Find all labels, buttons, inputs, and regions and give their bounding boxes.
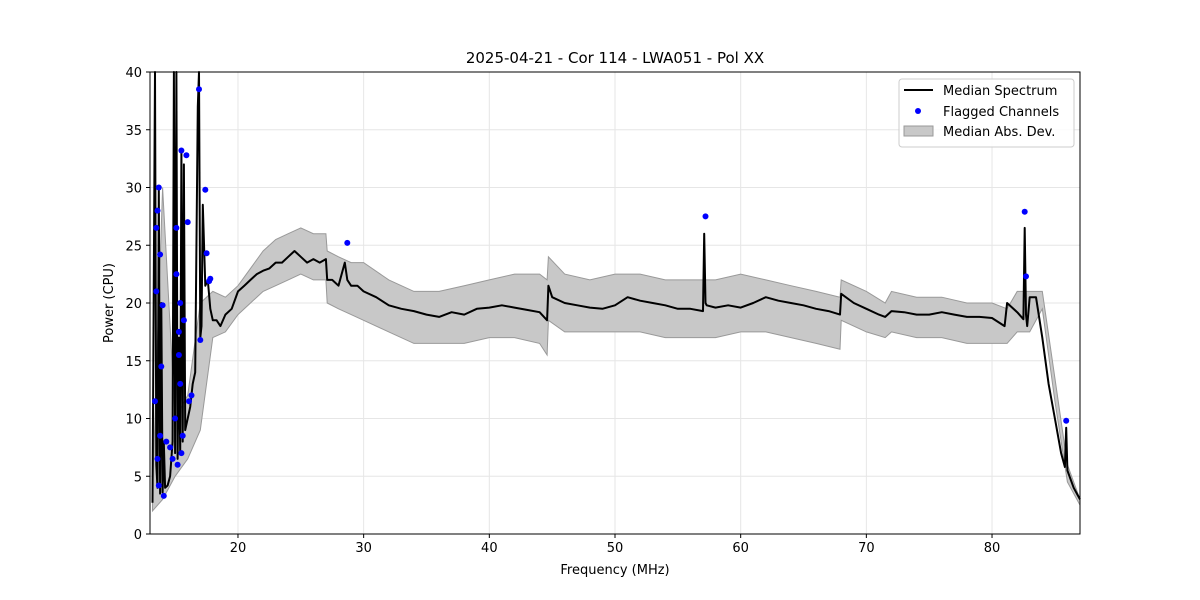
flagged-channel-point xyxy=(196,86,202,92)
flagged-channel-point xyxy=(172,416,178,422)
flagged-channel-point xyxy=(175,462,181,468)
y-tick-label: 40 xyxy=(125,66,142,81)
legend-band-swatch xyxy=(904,126,933,136)
y-tick-label: 5 xyxy=(134,470,142,485)
flagged-channel-point xyxy=(183,152,189,158)
flagged-channel-point xyxy=(185,219,191,225)
flagged-channel-point xyxy=(156,483,162,489)
y-tick-label: 25 xyxy=(125,239,142,254)
flagged-channel-point xyxy=(197,337,203,343)
flagged-channel-point xyxy=(153,288,159,294)
legend-point-swatch xyxy=(915,108,921,114)
flagged-channel-point xyxy=(160,302,166,308)
x-tick-label: 70 xyxy=(858,541,875,556)
legend-label-mad: Median Abs. Dev. xyxy=(943,125,1055,140)
y-axis-label: Power (CPU) xyxy=(102,263,117,343)
x-tick-label: 60 xyxy=(732,541,749,556)
flagged-channel-point xyxy=(177,300,183,306)
flagged-channel-point xyxy=(158,364,164,370)
flagged-channel-point xyxy=(156,185,162,191)
flagged-channel-point xyxy=(176,329,182,335)
flagged-channel-point xyxy=(180,433,186,439)
flagged-channel-point xyxy=(703,213,709,219)
flagged-channel-point xyxy=(1023,273,1029,279)
flagged-channel-point xyxy=(157,433,163,439)
x-tick-label: 80 xyxy=(984,541,1001,556)
flagged-channel-point xyxy=(178,450,184,456)
legend-label-flagged: Flagged Channels xyxy=(943,105,1059,120)
flagged-channel-point xyxy=(176,352,182,358)
flagged-channel-point xyxy=(155,208,161,214)
flagged-channel-point xyxy=(173,271,179,277)
y-tick-label: 10 xyxy=(125,413,142,428)
flagged-channel-point xyxy=(163,439,169,445)
x-tick-label: 40 xyxy=(481,541,498,556)
legend-label-median: Median Spectrum xyxy=(943,84,1057,99)
flagged-channel-point xyxy=(202,187,208,193)
y-tick-label: 35 xyxy=(125,124,142,139)
flagged-channel-point xyxy=(157,252,163,258)
flagged-channel-point xyxy=(155,456,161,462)
flagged-channel-point xyxy=(1063,418,1069,424)
x-tick-label: 20 xyxy=(230,541,247,556)
flagged-channel-point xyxy=(178,148,184,154)
flagged-channel-point xyxy=(161,493,167,499)
flagged-channel-point xyxy=(153,225,159,231)
legend: Median Spectrum Flagged Channels Median … xyxy=(899,79,1074,147)
flagged-channel-point xyxy=(344,240,350,246)
flagged-channel-point xyxy=(207,276,213,282)
y-tick-label: 30 xyxy=(125,182,142,197)
y-tick-label: 20 xyxy=(125,297,142,312)
flagged-channel-point xyxy=(173,225,179,231)
flagged-channel-point xyxy=(167,444,173,450)
flagged-channel-point xyxy=(1022,209,1028,215)
x-tick-label: 50 xyxy=(607,541,624,556)
y-tick-label: 0 xyxy=(134,528,142,543)
y-tick-label: 15 xyxy=(125,355,142,370)
flagged-channel-point xyxy=(181,317,187,323)
flagged-channel-point xyxy=(152,398,158,404)
spectrum-chart: 2025-04-21 - Cor 114 - LWA051 - Pol XX 2… xyxy=(0,0,1200,600)
flagged-channel-point xyxy=(170,456,176,462)
flagged-channel-point xyxy=(177,381,183,387)
chart-title: 2025-04-21 - Cor 114 - LWA051 - Pol XX xyxy=(466,49,764,67)
flagged-channel-point xyxy=(204,250,210,256)
x-axis-label: Frequency (MHz) xyxy=(560,563,669,578)
flagged-channel-point xyxy=(189,392,195,398)
x-tick-label: 30 xyxy=(355,541,372,556)
flagged-channel-point xyxy=(186,398,192,404)
